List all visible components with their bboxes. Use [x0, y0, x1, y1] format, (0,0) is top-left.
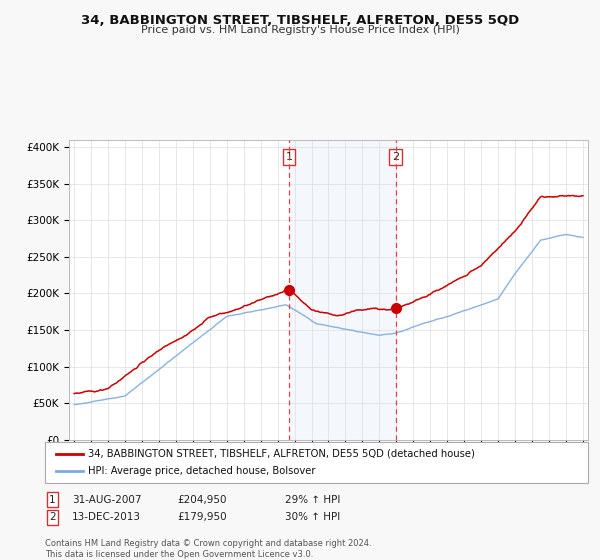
Text: £179,950: £179,950: [177, 512, 227, 522]
Text: 13-DEC-2013: 13-DEC-2013: [72, 512, 141, 522]
Text: 2: 2: [49, 512, 56, 522]
Text: 34, BABBINGTON STREET, TIBSHELF, ALFRETON, DE55 5QD: 34, BABBINGTON STREET, TIBSHELF, ALFRETO…: [81, 14, 519, 27]
Text: Contains HM Land Registry data © Crown copyright and database right 2024.
This d: Contains HM Land Registry data © Crown c…: [45, 539, 371, 559]
Text: 2: 2: [392, 152, 399, 162]
Text: 29% ↑ HPI: 29% ↑ HPI: [285, 494, 340, 505]
Text: 34, BABBINGTON STREET, TIBSHELF, ALFRETON, DE55 5QD (detached house): 34, BABBINGTON STREET, TIBSHELF, ALFRETO…: [88, 449, 475, 459]
Text: £204,950: £204,950: [177, 494, 227, 505]
Text: 1: 1: [49, 494, 56, 505]
Text: HPI: Average price, detached house, Bolsover: HPI: Average price, detached house, Bols…: [88, 466, 315, 477]
Text: 30% ↑ HPI: 30% ↑ HPI: [285, 512, 340, 522]
Text: 31-AUG-2007: 31-AUG-2007: [72, 494, 142, 505]
Text: 1: 1: [286, 152, 292, 162]
Text: Price paid vs. HM Land Registry's House Price Index (HPI): Price paid vs. HM Land Registry's House …: [140, 25, 460, 35]
Bar: [289, 140, 395, 440]
